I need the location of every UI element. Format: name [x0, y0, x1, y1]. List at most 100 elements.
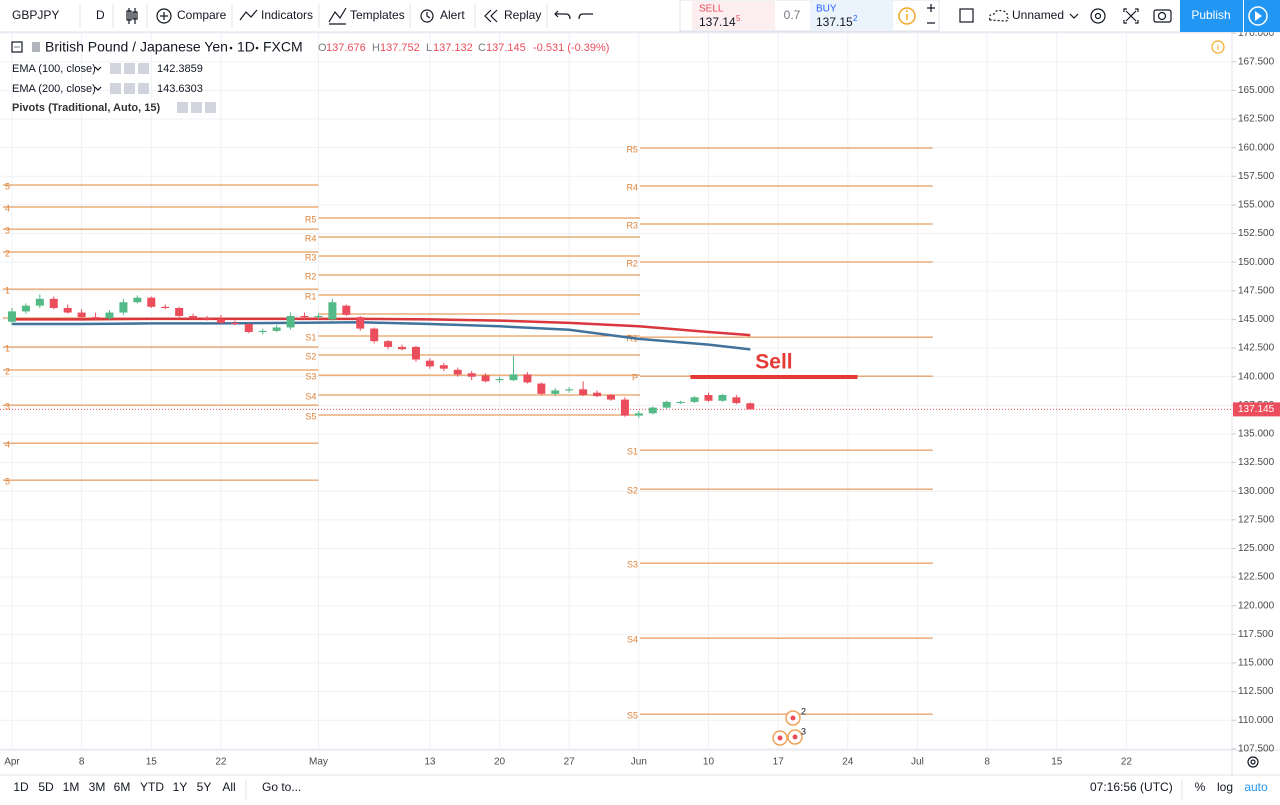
y-tick-label: 130.000	[1238, 486, 1275, 497]
x-tick-label: 8	[79, 757, 85, 768]
candle-body	[105, 312, 114, 319]
candle-body	[662, 401, 671, 408]
candle-body	[161, 306, 170, 308]
pivot-label: S2	[305, 351, 316, 361]
range-button[interactable]: 5Y	[197, 780, 212, 794]
pivot-label: R3	[305, 252, 317, 262]
candle-body	[439, 365, 448, 369]
last-price-label: 137.145	[1238, 404, 1275, 415]
range-button[interactable]: 1M	[63, 780, 80, 794]
x-tick-label: 24	[842, 757, 854, 768]
ohlc-label: C	[478, 42, 486, 54]
pivot-label: R3	[626, 220, 638, 230]
alert-button[interactable]: Alert	[440, 8, 465, 22]
event-dot	[777, 735, 783, 741]
pivot-label: 1	[5, 285, 10, 295]
log-toggle[interactable]: log	[1217, 780, 1233, 794]
candle-body	[551, 390, 560, 394]
candle-body	[49, 298, 58, 308]
candle-body	[523, 374, 532, 383]
layout-name[interactable]: Unnamed	[1012, 8, 1064, 22]
axes: 107.500 110.000 112.500 115.000 117.500 120.0…	[0, 28, 1280, 776]
chart-style[interactable]	[126, 8, 138, 24]
sell-pip: 5	[736, 14, 741, 23]
templates-button[interactable]: Templates	[350, 8, 405, 22]
y-tick-label: 112.500	[1238, 686, 1274, 697]
indicators-button[interactable]: Indicators	[261, 8, 313, 22]
range-button[interactable]: 6M	[114, 780, 131, 794]
publish-label[interactable]: Publish	[1191, 8, 1230, 22]
y-tick-label: 120.000	[1238, 600, 1275, 611]
pivot-label: 5	[5, 181, 10, 191]
range-button[interactable]: 1Y	[173, 780, 188, 794]
range-button[interactable]: 5D	[38, 780, 54, 794]
pivot-label: 1	[5, 343, 10, 353]
candle-body	[356, 317, 365, 329]
candle-body	[91, 317, 100, 319]
compare-button[interactable]: Compare	[177, 8, 227, 22]
ohlc-value: 137.145	[486, 42, 526, 54]
ohlc-value: 137.132	[433, 42, 473, 54]
interval[interactable]: D	[96, 8, 105, 22]
range-button[interactable]: 3M	[89, 780, 106, 794]
sell-price: 137.14	[699, 15, 736, 29]
x-tick-label: 13	[424, 757, 436, 768]
percent-toggle[interactable]: %	[1195, 780, 1206, 794]
pivot-label: 5	[5, 476, 10, 486]
publish-button[interactable]	[1180, 0, 1243, 32]
event-count: 2	[801, 706, 806, 716]
y-tick-label: 122.500	[1238, 572, 1275, 583]
y-tick-label: 142.500	[1238, 343, 1275, 354]
range-button[interactable]: YTD	[140, 780, 164, 794]
spread: 0.7	[784, 8, 801, 22]
sell-box[interactable]	[692, 1, 775, 30]
candle-body	[425, 360, 434, 367]
pivot-label: 4	[5, 203, 10, 213]
ohlc-label: L	[426, 42, 432, 54]
candle-body	[411, 346, 420, 360]
range-button[interactable]: 1D	[13, 780, 29, 794]
range-button[interactable]: All	[222, 780, 235, 794]
candle-body	[509, 374, 518, 381]
candle-body	[244, 324, 253, 333]
indicator-name[interactable]: EMA (200, close)	[12, 83, 96, 95]
legend-title: British Pound / Japanese Yen	[45, 39, 228, 55]
y-tick-label: 155.000	[1238, 200, 1275, 211]
pivot-label: R2	[305, 271, 317, 281]
buy-box[interactable]	[810, 1, 893, 30]
x-tick-label: 10	[703, 757, 715, 768]
settings-icon[interactable]	[1247, 756, 1259, 768]
candle-body	[579, 389, 588, 396]
y-tick-label: 160.000	[1238, 142, 1275, 153]
y-tick-label: 165.000	[1238, 85, 1275, 96]
candle-body	[21, 305, 30, 312]
replay-button[interactable]: Replay	[504, 8, 541, 22]
candle-body	[398, 346, 407, 350]
candle-body	[634, 413, 643, 416]
candle-body	[314, 315, 323, 318]
indicator-name[interactable]: EMA (100, close)	[12, 63, 96, 75]
y-tick-label: 157.500	[1238, 171, 1275, 182]
legend-exchange: FXCM	[263, 39, 303, 55]
sell-label: SELL	[699, 4, 724, 15]
symbol[interactable]: GBPJPY	[12, 8, 59, 22]
pivot-label: S3	[627, 559, 638, 569]
candle-body	[342, 305, 351, 315]
x-tick-label: 22	[1121, 757, 1133, 768]
candle-body	[230, 322, 239, 325]
candle-body	[746, 403, 755, 410]
auto-toggle[interactable]: auto	[1244, 780, 1268, 794]
pivot-label: R2	[626, 258, 638, 268]
pivot-label: S5	[305, 411, 316, 421]
plot: 5432112345R5R4R3R2R1S1S2S3S4S5R5R4R3R2R1…	[0, 144, 1232, 746]
indicator-name[interactable]: Pivots (Traditional, Auto, 15)	[12, 102, 160, 114]
candle-body	[384, 341, 393, 347]
pivot-label: R5	[305, 214, 317, 224]
buy-price: 137.15	[816, 15, 853, 29]
indicator-value: 143.6303	[157, 83, 203, 95]
candle-body	[593, 392, 602, 397]
goto-button[interactable]: Go to...	[262, 780, 301, 794]
candle-body	[676, 401, 685, 404]
buy-label: BUY	[816, 4, 837, 15]
